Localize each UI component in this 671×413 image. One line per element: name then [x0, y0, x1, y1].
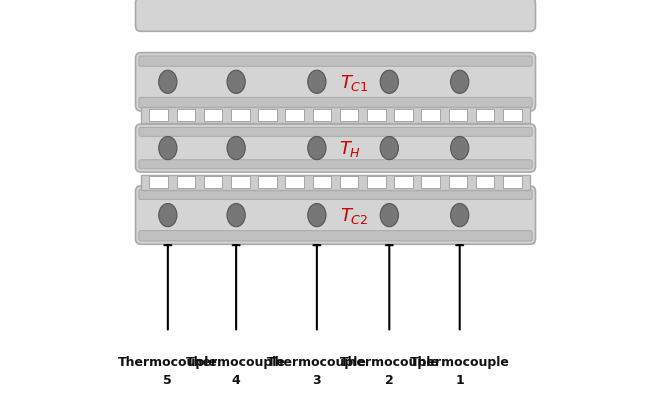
Bar — [204, 177, 223, 189]
Bar — [394, 177, 413, 189]
Bar — [313, 177, 331, 189]
Bar — [421, 177, 440, 189]
Text: Thermocouple
3: Thermocouple 3 — [267, 355, 367, 386]
FancyBboxPatch shape — [139, 98, 532, 108]
Bar — [285, 177, 304, 189]
Ellipse shape — [308, 204, 326, 227]
Bar — [340, 110, 358, 121]
Bar — [204, 110, 223, 121]
Bar — [476, 177, 495, 189]
Bar — [313, 110, 331, 121]
FancyBboxPatch shape — [139, 190, 532, 200]
FancyBboxPatch shape — [136, 54, 535, 112]
Bar — [285, 110, 304, 121]
Text: $T_{C2}$: $T_{C2}$ — [340, 206, 368, 225]
Ellipse shape — [227, 137, 245, 160]
Ellipse shape — [380, 137, 399, 160]
Bar — [367, 177, 386, 189]
FancyBboxPatch shape — [139, 231, 532, 241]
Bar — [448, 177, 467, 189]
Ellipse shape — [451, 71, 469, 94]
Bar — [141, 175, 530, 191]
Bar — [231, 177, 250, 189]
Text: Thermocouple
4: Thermocouple 4 — [187, 355, 286, 386]
Text: $T_{C1}$: $T_{C1}$ — [340, 73, 368, 93]
Text: Thermocouple
2: Thermocouple 2 — [340, 355, 440, 386]
Bar — [176, 177, 195, 189]
Bar — [448, 110, 467, 121]
Ellipse shape — [380, 204, 399, 227]
Ellipse shape — [380, 71, 399, 94]
FancyBboxPatch shape — [139, 128, 532, 137]
Bar — [340, 177, 358, 189]
Bar — [503, 177, 521, 189]
Bar — [394, 110, 413, 121]
Ellipse shape — [159, 204, 177, 227]
Text: Thermocouple
1: Thermocouple 1 — [410, 355, 510, 386]
Ellipse shape — [308, 137, 326, 160]
Bar — [258, 110, 277, 121]
FancyBboxPatch shape — [139, 57, 532, 67]
Bar — [476, 110, 495, 121]
Ellipse shape — [227, 71, 245, 94]
FancyBboxPatch shape — [136, 125, 535, 173]
Text: $T_{H}$: $T_{H}$ — [339, 139, 361, 159]
Bar — [141, 108, 530, 123]
Ellipse shape — [159, 137, 177, 160]
Ellipse shape — [451, 137, 469, 160]
Bar — [231, 110, 250, 121]
Ellipse shape — [451, 204, 469, 227]
Bar — [176, 110, 195, 121]
Ellipse shape — [159, 71, 177, 94]
FancyBboxPatch shape — [136, 187, 535, 244]
Ellipse shape — [227, 204, 245, 227]
Text: Thermocouple
5: Thermocouple 5 — [118, 355, 218, 386]
FancyBboxPatch shape — [136, 0, 535, 32]
Bar — [150, 177, 168, 189]
FancyBboxPatch shape — [139, 160, 532, 169]
Bar — [258, 177, 277, 189]
Bar — [421, 110, 440, 121]
Bar — [367, 110, 386, 121]
Ellipse shape — [308, 71, 326, 94]
Bar — [503, 110, 521, 121]
Bar — [150, 110, 168, 121]
